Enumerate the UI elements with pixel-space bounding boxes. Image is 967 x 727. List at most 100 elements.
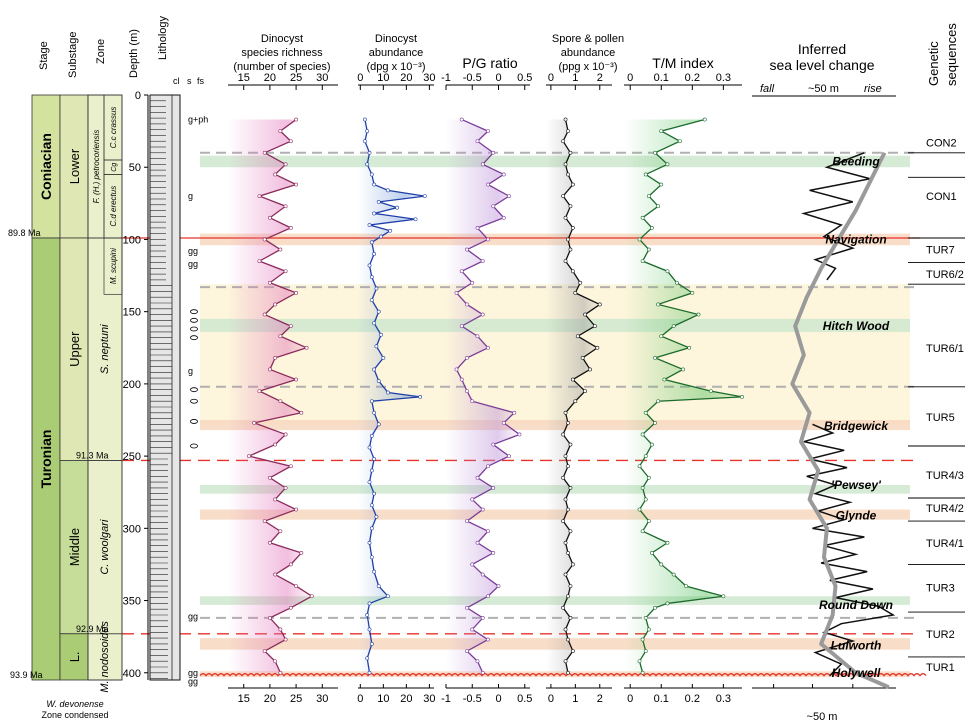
svg-text:abundance: abundance [369,47,423,59]
series-point-3-23 [588,367,592,372]
series-point-4-34 [646,475,651,480]
series-point-0-50 [273,659,278,664]
series-point-1-44 [369,555,374,560]
series-point-1-5 [369,172,374,177]
lithology-header: Lithology [157,15,169,60]
series-point-0-24 [294,377,298,382]
event-label-2: Hitch Wood [823,319,890,333]
series-point-2-12 [465,247,469,252]
series-point-0-17 [273,302,278,307]
series-point-0-20 [278,334,283,339]
lith-annotation-5: gg [188,611,198,621]
series-point-2-47 [470,627,475,632]
bottom-tick-label-3-0: 0 [548,693,554,705]
series-point-2-25 [465,389,469,394]
series-point-2-34 [491,485,496,490]
sealevel-bottom-label: ~50 m [807,711,838,723]
series-point-4-8 [656,204,661,209]
chart-layer: Coniacian Turonian Lower Upper Middle L. C.c c… [8,72,965,705]
series-point-1-48 [367,601,372,606]
top-tick-label-0-0: 15 [238,72,250,84]
series-point-3-45 [561,605,566,610]
lith-scale-s: s [187,76,192,86]
series-point-3-20 [575,334,580,339]
series-point-1-26 [381,355,386,360]
series-point-0-27 [299,410,304,415]
series-point-0-9 [268,215,272,220]
sequence-label-9: TUR3 [926,583,955,595]
bottom-tick-label-2-3: 0.5 [517,693,532,705]
series-point-2-38 [486,529,490,534]
depth-tick-label-0: 0 [135,90,141,102]
series-point-2-2 [475,139,480,144]
series-point-0-4 [283,162,288,167]
series-point-0-15 [268,280,272,285]
series-point-4-24 [662,377,667,382]
series-point-4-51 [643,649,648,654]
series-point-0-46 [268,615,272,620]
top-tick-label-2-1: -0.5 [463,72,482,84]
top-tick-label-1-3: 30 [423,72,435,84]
series-point-3-0 [563,117,568,122]
series-point-2-44 [486,594,490,599]
series-point-4-19 [671,324,676,329]
series-point-1-32 [372,410,377,415]
series-point-0-22 [273,355,278,360]
series-point-4-2 [677,139,682,144]
series-point-0-14 [283,269,288,274]
series-point-3-18 [583,312,588,317]
series-point-2-9 [501,215,506,220]
series-point-3-43 [568,584,573,589]
series-point-1-53 [367,670,372,675]
depth-tick-label-4: 200 [123,379,141,391]
substage-box-3 [59,633,89,681]
age-label-3: 93.9 Ma [10,670,43,680]
series-point-0-39 [268,540,272,545]
series-point-3-46 [568,615,573,620]
bottom-tick-label-3-2: 2 [597,693,603,705]
series-point-1-45 [372,569,377,574]
series-point-2-20 [475,334,480,339]
sequence-label-10: TUR2 [926,629,955,641]
depth-tick-label-2: 100 [123,234,141,246]
series-point-1-9 [376,199,381,204]
series-point-3-36 [566,507,570,512]
series-point-1-52 [365,656,370,661]
series-point-3-37 [561,519,566,524]
series-point-2-36 [480,507,485,512]
lith-scale-cl: cl [173,76,180,86]
sequence-label-3: TUR6/2 [926,269,964,281]
bottom-tick-label-2-0: -1 [441,693,451,705]
bottom-tick-label-4-1: 0.1 [654,693,669,705]
svg-text:Inferred: Inferred [798,41,846,57]
series-point-2-7 [507,194,511,199]
series-point-1-41 [374,514,379,519]
series-point-4-52 [637,659,642,664]
top-tick-label-3-1: 1 [572,72,578,84]
svg-text:fall: fall [760,83,775,95]
series-point-0-7 [257,194,262,199]
series-point-1-51 [369,641,374,646]
series-point-2-23 [454,367,459,372]
series-point-2-50 [475,659,480,664]
series-point-1-27 [372,367,377,372]
series-point-3-10 [570,225,575,230]
series-point-4-3 [653,150,657,155]
series-point-1-23 [372,321,377,326]
series-point-1-12 [413,217,418,222]
series-point-4-28 [643,410,648,415]
series-point-1-2 [363,139,367,144]
lith-annotation-2: gg [188,246,198,256]
svg-text:Genetic: Genetic [926,41,941,86]
flint-nodule-4 [190,387,198,393]
stage-box-1 [31,237,61,681]
title-abundance: Dinocyst abundance (dpg x 10⁻³) [367,33,426,73]
series-point-3-38 [568,529,573,534]
stage-label-1: Turonian [38,430,54,489]
top-tick-label-0-3: 30 [316,72,328,84]
series-point-1-6 [372,182,377,187]
series-point-0-25 [257,389,262,394]
series-point-1-15 [379,234,383,239]
bottom-tick-label-0-0: 15 [238,693,250,705]
series-point-0-2 [288,139,293,144]
